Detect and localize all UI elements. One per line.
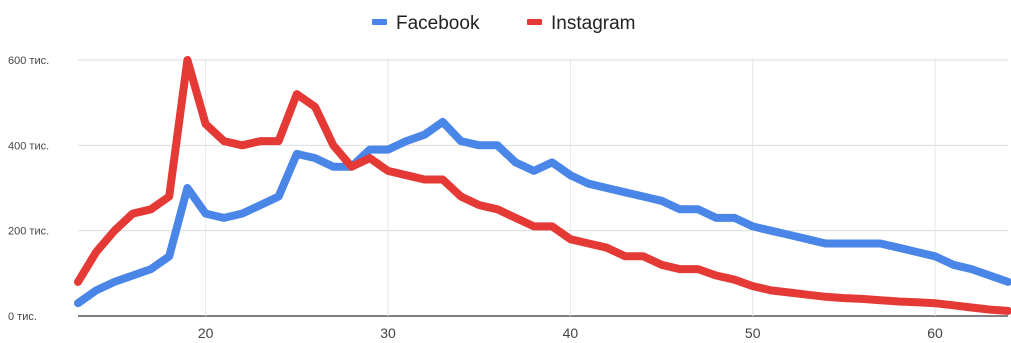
x-tick-label: 30 (380, 325, 396, 341)
y-tick-label: 200 тис. (8, 226, 49, 238)
x-tick-label: 20 (198, 325, 214, 341)
grid-lines (78, 58, 1008, 316)
legend: Facebook Instagram (372, 13, 635, 34)
series-line-instagram (78, 60, 1008, 311)
legend-swatch-facebook (372, 19, 387, 25)
x-tick-label: 50 (745, 325, 761, 341)
legend-label-instagram: Instagram (551, 13, 635, 34)
x-tick-label: 60 (927, 325, 943, 341)
y-tick-label: 400 тис. (8, 140, 49, 152)
y-tick-label: 600 тис. (8, 55, 49, 67)
series-lines (78, 60, 1008, 311)
legend-label-facebook: Facebook (396, 13, 480, 34)
x-tick-label: 40 (563, 325, 579, 341)
legend-swatch-instagram (527, 19, 542, 25)
y-tick-label: 0 тис. (8, 311, 37, 323)
series-line-facebook (78, 122, 1008, 303)
